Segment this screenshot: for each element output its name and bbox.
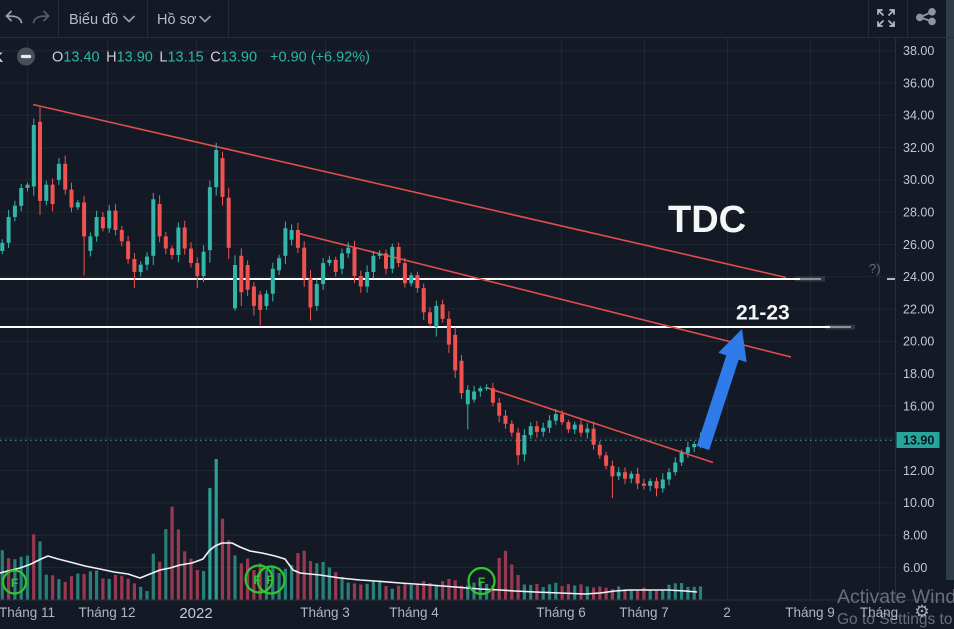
svg-text:Tháng 7: Tháng 7 [619, 605, 669, 620]
svg-text:21-23: 21-23 [736, 302, 790, 325]
svg-text:6.00: 6.00 [903, 561, 927, 575]
svg-text:18.00: 18.00 [903, 367, 934, 381]
svg-text:34.00: 34.00 [903, 109, 934, 123]
svg-text:Activate Windows: Activate Windows [837, 586, 954, 608]
svg-text:Go to Settings to act: Go to Settings to act [837, 611, 954, 628]
svg-text:Tháng 6: Tháng 6 [536, 605, 586, 620]
svg-text:F: F [478, 575, 485, 589]
svg-text:12.00: 12.00 [903, 464, 934, 478]
svg-text:2: 2 [723, 605, 731, 620]
svg-text:20.00: 20.00 [903, 335, 934, 349]
svg-text:26.00: 26.00 [903, 238, 934, 252]
svg-text:?): ?) [869, 261, 881, 276]
svg-text:Biểu đồ: Biểu đồ [69, 12, 118, 28]
svg-text:16.00: 16.00 [903, 399, 934, 413]
svg-text:F: F [253, 573, 260, 587]
svg-text:30.00: 30.00 [903, 173, 934, 187]
svg-text:2022: 2022 [179, 605, 212, 622]
svg-text:Tháng: Tháng [860, 605, 898, 620]
svg-text:24.00: 24.00 [903, 270, 934, 284]
svg-text:28.00: 28.00 [903, 206, 934, 220]
svg-text:Tháng 12: Tháng 12 [78, 605, 135, 620]
svg-text:10.00: 10.00 [903, 496, 934, 510]
svg-text:Tháng 9: Tháng 9 [785, 605, 835, 620]
svg-text:Tháng 3: Tháng 3 [300, 605, 350, 620]
svg-text:F: F [11, 576, 18, 590]
svg-text:38.00: 38.00 [903, 44, 934, 58]
svg-text:36.00: 36.00 [903, 76, 934, 90]
svg-text:32.00: 32.00 [903, 141, 934, 155]
svg-text:F: F [266, 573, 273, 587]
svg-text:22.00: 22.00 [903, 302, 934, 316]
svg-text:TDC: TDC [668, 199, 746, 241]
svg-text:Hồ sơ: Hồ sơ [157, 12, 197, 28]
svg-text:Tháng 4: Tháng 4 [389, 605, 439, 620]
svg-text:13.90: 13.90 [903, 434, 934, 448]
svg-text:8.00: 8.00 [903, 529, 927, 543]
svg-text:K: K [0, 49, 3, 65]
svg-text:Tháng 11: Tháng 11 [0, 605, 55, 620]
svg-text:⚙: ⚙ [914, 602, 929, 621]
